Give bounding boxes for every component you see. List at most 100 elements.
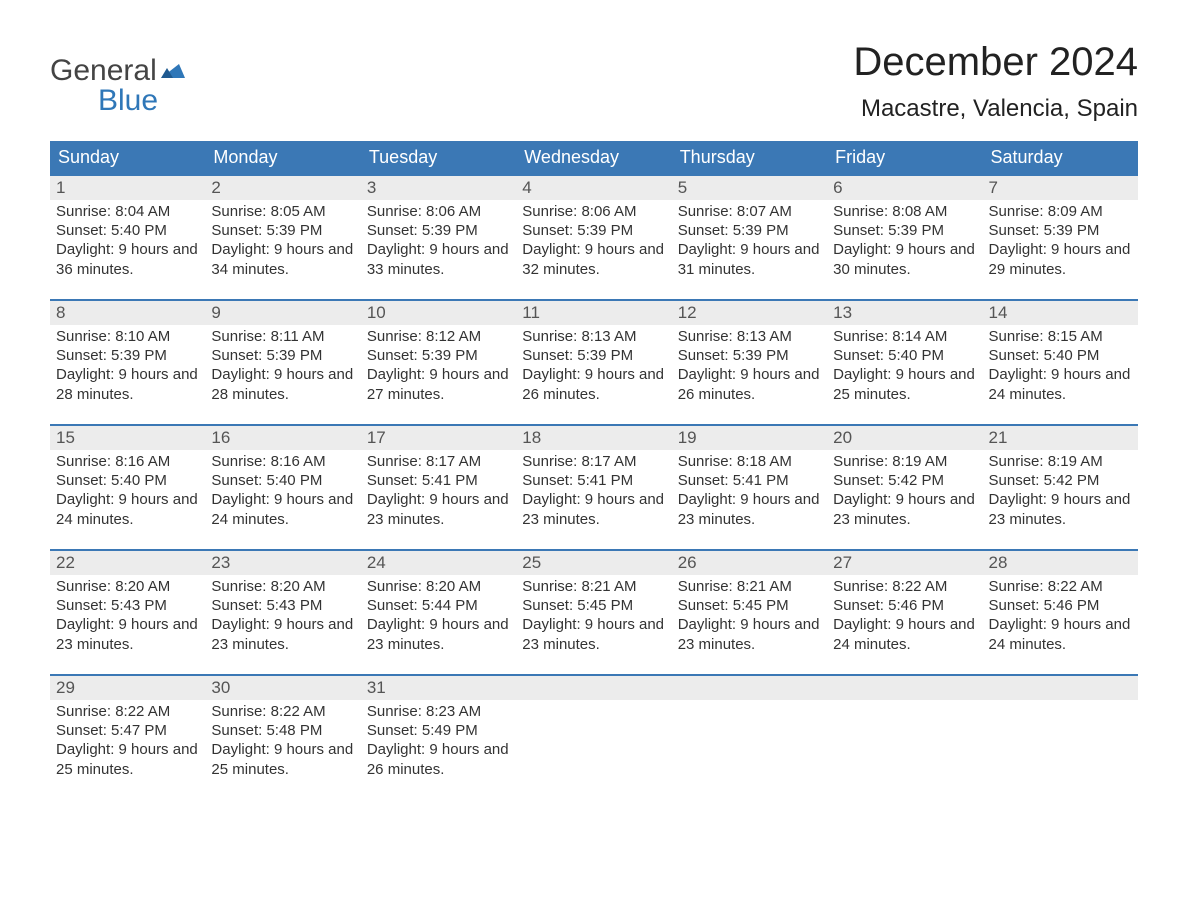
sunrise-line: Sunrise: 8:12 AM [367, 327, 510, 346]
sunset-line: Sunset: 5:40 PM [56, 221, 199, 240]
day-number-bar: 23 [205, 549, 360, 575]
day-details: Sunrise: 8:18 AMSunset: 5:41 PMDaylight:… [672, 450, 827, 533]
sunset-line: Sunset: 5:42 PM [989, 471, 1132, 490]
day-details: Sunrise: 8:16 AMSunset: 5:40 PMDaylight:… [205, 450, 360, 533]
daylight-line: Daylight: 9 hours and 23 minutes. [367, 615, 510, 653]
weekday-header: Saturday [983, 141, 1138, 174]
calendar-day-cell: 31Sunrise: 8:23 AMSunset: 5:49 PMDayligh… [361, 674, 516, 799]
day-number-bar: 21 [983, 424, 1138, 450]
day-number-bar-empty [827, 674, 982, 700]
day-details: Sunrise: 8:15 AMSunset: 5:40 PMDaylight:… [983, 325, 1138, 408]
day-number-bar: 22 [50, 549, 205, 575]
calendar-day-cell: 17Sunrise: 8:17 AMSunset: 5:41 PMDayligh… [361, 424, 516, 549]
sunrise-line: Sunrise: 8:19 AM [833, 452, 976, 471]
day-details: Sunrise: 8:12 AMSunset: 5:39 PMDaylight:… [361, 325, 516, 408]
calendar-body: 1Sunrise: 8:04 AMSunset: 5:40 PMDaylight… [50, 174, 1138, 799]
sunrise-line: Sunrise: 8:13 AM [522, 327, 665, 346]
sunset-line: Sunset: 5:39 PM [367, 221, 510, 240]
day-details: Sunrise: 8:07 AMSunset: 5:39 PMDaylight:… [672, 200, 827, 283]
sunrise-line: Sunrise: 8:22 AM [833, 577, 976, 596]
daylight-line: Daylight: 9 hours and 23 minutes. [678, 490, 821, 528]
weekday-header: Monday [205, 141, 360, 174]
daylight-line: Daylight: 9 hours and 36 minutes. [56, 240, 199, 278]
day-details: Sunrise: 8:20 AMSunset: 5:44 PMDaylight:… [361, 575, 516, 658]
sunrise-line: Sunrise: 8:19 AM [989, 452, 1132, 471]
brand-word1-row: General [50, 56, 189, 86]
daylight-line: Daylight: 9 hours and 24 minutes. [833, 615, 976, 653]
day-number-bar-empty [983, 674, 1138, 700]
day-number-bar: 30 [205, 674, 360, 700]
sunrise-line: Sunrise: 8:20 AM [56, 577, 199, 596]
daylight-line: Daylight: 9 hours and 25 minutes. [211, 740, 354, 778]
sunrise-line: Sunrise: 8:22 AM [211, 702, 354, 721]
day-number-bar-empty [516, 674, 671, 700]
brand-word2: Blue [50, 86, 189, 116]
day-details: Sunrise: 8:20 AMSunset: 5:43 PMDaylight:… [205, 575, 360, 658]
daylight-line: Daylight: 9 hours and 23 minutes. [678, 615, 821, 653]
sunset-line: Sunset: 5:40 PM [989, 346, 1132, 365]
calendar-day-cell [983, 674, 1138, 799]
day-number-bar: 11 [516, 299, 671, 325]
calendar-day-cell: 9Sunrise: 8:11 AMSunset: 5:39 PMDaylight… [205, 299, 360, 424]
daylight-line: Daylight: 9 hours and 24 minutes. [989, 615, 1132, 653]
sunset-line: Sunset: 5:39 PM [522, 221, 665, 240]
day-details: Sunrise: 8:23 AMSunset: 5:49 PMDaylight:… [361, 700, 516, 783]
calendar-week-row: 22Sunrise: 8:20 AMSunset: 5:43 PMDayligh… [50, 549, 1138, 674]
sunset-line: Sunset: 5:39 PM [678, 221, 821, 240]
sunset-line: Sunset: 5:39 PM [989, 221, 1132, 240]
day-details: Sunrise: 8:22 AMSunset: 5:47 PMDaylight:… [50, 700, 205, 783]
daylight-line: Daylight: 9 hours and 26 minutes. [367, 740, 510, 778]
daylight-line: Daylight: 9 hours and 24 minutes. [211, 490, 354, 528]
day-details: Sunrise: 8:06 AMSunset: 5:39 PMDaylight:… [516, 200, 671, 283]
sunrise-line: Sunrise: 8:18 AM [678, 452, 821, 471]
calendar-day-cell [672, 674, 827, 799]
month-title: December 2024 [853, 40, 1138, 85]
brand-logo: General Blue [50, 40, 189, 116]
calendar-day-cell [827, 674, 982, 799]
sunset-line: Sunset: 5:41 PM [678, 471, 821, 490]
daylight-line: Daylight: 9 hours and 33 minutes. [367, 240, 510, 278]
sunrise-line: Sunrise: 8:06 AM [367, 202, 510, 221]
day-number-bar: 26 [672, 549, 827, 575]
day-details: Sunrise: 8:16 AMSunset: 5:40 PMDaylight:… [50, 450, 205, 533]
calendar-day-cell: 30Sunrise: 8:22 AMSunset: 5:48 PMDayligh… [205, 674, 360, 799]
calendar-page: General Blue December 2024 Macastre, Val… [0, 0, 1188, 839]
sunrise-line: Sunrise: 8:22 AM [989, 577, 1132, 596]
sunset-line: Sunset: 5:39 PM [678, 346, 821, 365]
day-details: Sunrise: 8:21 AMSunset: 5:45 PMDaylight:… [516, 575, 671, 658]
day-details: Sunrise: 8:19 AMSunset: 5:42 PMDaylight:… [983, 450, 1138, 533]
daylight-line: Daylight: 9 hours and 28 minutes. [56, 365, 199, 403]
calendar-day-cell: 1Sunrise: 8:04 AMSunset: 5:40 PMDaylight… [50, 174, 205, 299]
sunrise-line: Sunrise: 8:16 AM [211, 452, 354, 471]
day-number-bar: 14 [983, 299, 1138, 325]
calendar-day-cell: 13Sunrise: 8:14 AMSunset: 5:40 PMDayligh… [827, 299, 982, 424]
sunset-line: Sunset: 5:45 PM [678, 596, 821, 615]
sunset-line: Sunset: 5:43 PM [56, 596, 199, 615]
sunrise-line: Sunrise: 8:15 AM [989, 327, 1132, 346]
daylight-line: Daylight: 9 hours and 28 minutes. [211, 365, 354, 403]
day-number-bar: 15 [50, 424, 205, 450]
daylight-line: Daylight: 9 hours and 34 minutes. [211, 240, 354, 278]
day-number-bar: 7 [983, 174, 1138, 200]
sunset-line: Sunset: 5:49 PM [367, 721, 510, 740]
day-number-bar: 8 [50, 299, 205, 325]
sunset-line: Sunset: 5:42 PM [833, 471, 976, 490]
calendar-day-cell: 3Sunrise: 8:06 AMSunset: 5:39 PMDaylight… [361, 174, 516, 299]
sunrise-line: Sunrise: 8:06 AM [522, 202, 665, 221]
weekday-header: Thursday [672, 141, 827, 174]
weekday-header-row: SundayMondayTuesdayWednesdayThursdayFrid… [50, 141, 1138, 174]
day-details: Sunrise: 8:05 AMSunset: 5:39 PMDaylight:… [205, 200, 360, 283]
sunset-line: Sunset: 5:39 PM [211, 346, 354, 365]
day-number-bar: 24 [361, 549, 516, 575]
sunrise-line: Sunrise: 8:07 AM [678, 202, 821, 221]
sunrise-line: Sunrise: 8:21 AM [678, 577, 821, 596]
daylight-line: Daylight: 9 hours and 29 minutes. [989, 240, 1132, 278]
day-details: Sunrise: 8:22 AMSunset: 5:46 PMDaylight:… [827, 575, 982, 658]
sunrise-line: Sunrise: 8:20 AM [367, 577, 510, 596]
sunrise-line: Sunrise: 8:11 AM [211, 327, 354, 346]
calendar-thead: SundayMondayTuesdayWednesdayThursdayFrid… [50, 141, 1138, 174]
calendar-day-cell: 15Sunrise: 8:16 AMSunset: 5:40 PMDayligh… [50, 424, 205, 549]
calendar-day-cell: 10Sunrise: 8:12 AMSunset: 5:39 PMDayligh… [361, 299, 516, 424]
day-details: Sunrise: 8:06 AMSunset: 5:39 PMDaylight:… [361, 200, 516, 283]
calendar-week-row: 15Sunrise: 8:16 AMSunset: 5:40 PMDayligh… [50, 424, 1138, 549]
